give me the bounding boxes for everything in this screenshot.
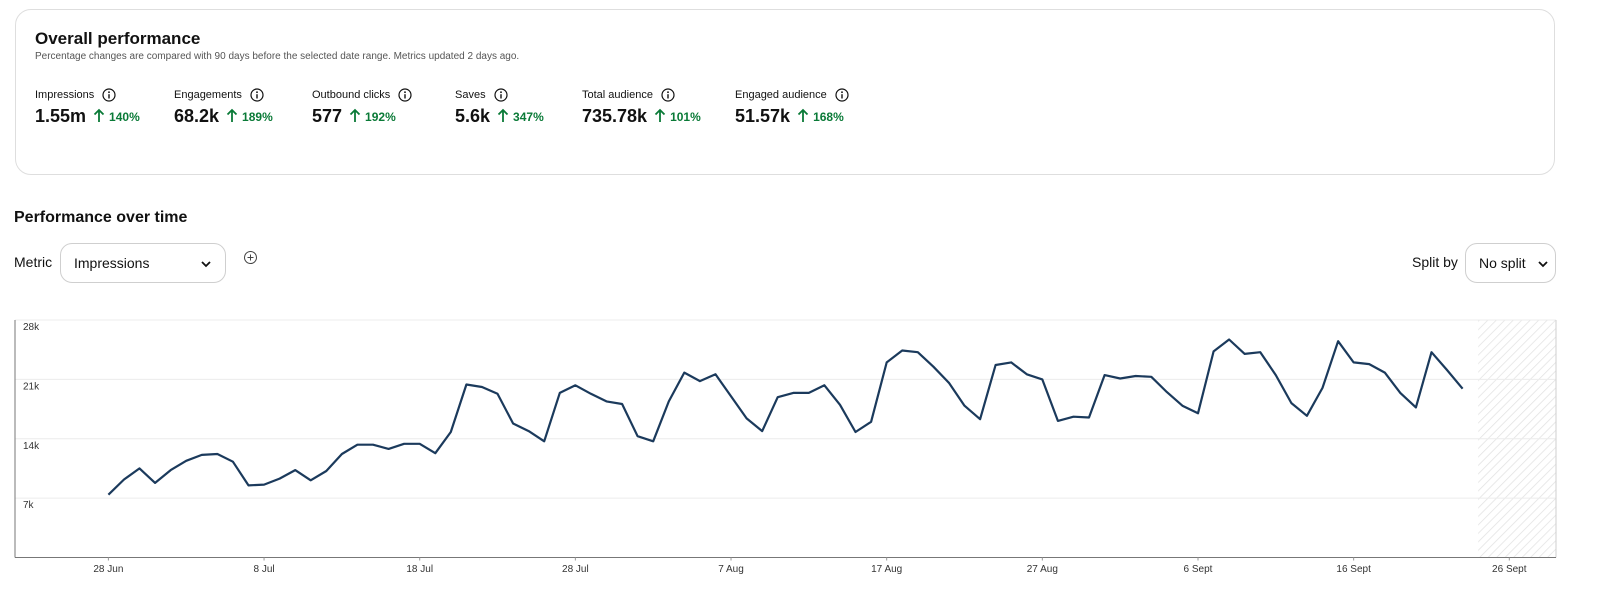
- x-tick-label: 27 Aug: [1027, 564, 1058, 575]
- info-icon: [398, 88, 412, 102]
- up-arrow: [654, 108, 666, 122]
- x-tick-label: 18 Jul: [406, 564, 433, 575]
- x-tick-label: 6 Sept: [1184, 564, 1213, 575]
- overview-card: [15, 9, 1555, 175]
- chevron: [1538, 261, 1548, 268]
- x-tick-label: 8 Jul: [253, 564, 274, 575]
- metric-change: 101%: [670, 110, 701, 124]
- x-tick-label: 16 Sept: [1336, 564, 1371, 575]
- split-dropdown[interactable]: No split: [1465, 243, 1556, 283]
- impressions-line: [107, 338, 1464, 496]
- metric-change: 140%: [109, 110, 140, 124]
- metric-label: Metric: [14, 254, 53, 270]
- x-tick-label: 7 Aug: [718, 564, 744, 575]
- x-tick-label: 26 Sept: [1492, 564, 1527, 575]
- metric-value: 1.55m: [35, 106, 87, 126]
- metric-value: 68.2k: [174, 106, 220, 126]
- metric-name: Engaged audience: [735, 89, 827, 101]
- metric-name: Total audience: [582, 89, 653, 101]
- metric-name: Saves: [455, 89, 486, 101]
- metric-name: Engagements: [174, 89, 242, 101]
- metric-name: Impressions: [35, 89, 95, 101]
- metric-name: Outbound clicks: [312, 89, 391, 101]
- metric-value: 735.78k: [582, 106, 648, 126]
- info-icon: [835, 88, 849, 102]
- add-metric[interactable]: [243, 250, 258, 265]
- metric-value: Impressions: [74, 255, 150, 271]
- metric-value: 5.6k: [455, 106, 491, 126]
- y-tick-label: 7k: [23, 500, 35, 511]
- card-title: Overall performance: [35, 29, 201, 48]
- metric-value: 577: [312, 106, 343, 126]
- metric-value: 51.57k: [735, 106, 791, 126]
- split-value: No split: [1479, 255, 1526, 271]
- metric-change: 168%: [813, 110, 844, 124]
- info-icon: [661, 88, 675, 102]
- up-arrow: [93, 108, 105, 122]
- y-tick-label: 21k: [23, 381, 40, 392]
- metric-change: 189%: [242, 110, 273, 124]
- section-title: Performance over time: [14, 209, 188, 226]
- chevron: [201, 261, 211, 268]
- metric-change: 347%: [513, 110, 544, 124]
- up-arrow: [349, 108, 361, 122]
- up-arrow: [226, 108, 238, 122]
- info-icon: [102, 88, 116, 102]
- x-tick-label: 28 Jul: [562, 564, 589, 575]
- x-tick-label: 17 Aug: [871, 564, 902, 575]
- metric-dropdown[interactable]: Impressions: [60, 243, 226, 283]
- info-icon: [250, 88, 264, 102]
- up-arrow: [797, 108, 809, 122]
- x-tick-label: 28 Jun: [93, 564, 123, 575]
- card-subtitle: Percentage changes are compared with 90 …: [35, 51, 520, 62]
- info-icon: [493, 88, 508, 102]
- y-tick-label: 28k: [23, 322, 40, 333]
- metric-change: 192%: [365, 110, 396, 124]
- y-tick-label: 14k: [23, 441, 40, 452]
- split-label: Split by: [1412, 254, 1458, 270]
- up-arrow: [497, 108, 509, 122]
